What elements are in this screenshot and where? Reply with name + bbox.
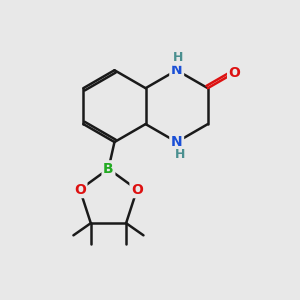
Text: O: O: [131, 183, 143, 196]
Text: B: B: [103, 162, 114, 176]
Text: O: O: [74, 183, 86, 196]
Text: O: O: [229, 66, 241, 80]
Text: N: N: [171, 63, 182, 77]
Text: H: H: [174, 148, 185, 161]
Text: N: N: [171, 135, 182, 149]
Text: H: H: [173, 51, 183, 64]
